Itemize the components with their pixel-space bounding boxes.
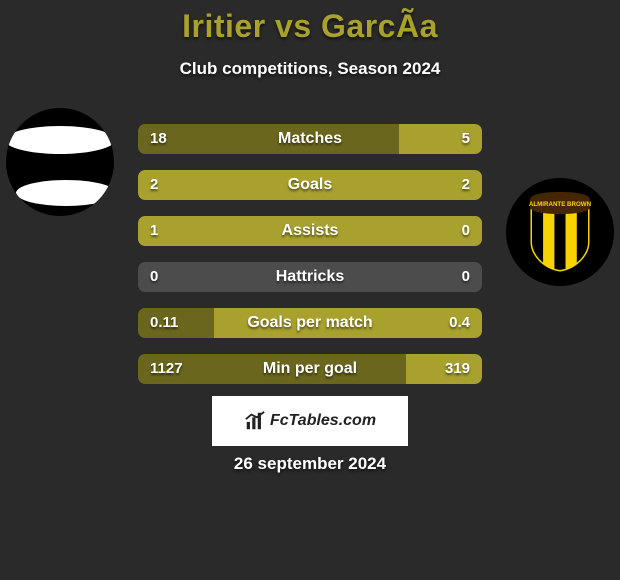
stat-row: 10Assists	[138, 216, 482, 246]
stat-row: 1127319Min per goal	[138, 354, 482, 384]
stat-label: Assists	[138, 216, 482, 246]
stat-row: 0.110.4Goals per match	[138, 308, 482, 338]
watermark-text: FcTables.com	[270, 412, 376, 430]
stat-row: 185Matches	[138, 124, 482, 154]
svg-text:ALMIRANTE BROWN: ALMIRANTE BROWN	[529, 201, 592, 208]
chart-icon	[244, 410, 266, 432]
stat-row: 22Goals	[138, 170, 482, 200]
page-title: Iritier vs GarcÃ­a	[0, 8, 620, 45]
placeholder-shape	[16, 180, 114, 206]
club-badge-icon: ALMIRANTE BROWN	[528, 192, 592, 272]
stat-label: Matches	[138, 124, 482, 154]
watermark: FcTables.com	[212, 396, 408, 446]
infographic-card: Iritier vs GarcÃ­a Club competitions, Se…	[0, 0, 620, 580]
player-left-avatar	[6, 108, 114, 216]
date-text: 26 september 2024	[0, 454, 620, 474]
player-right-avatar: ALMIRANTE BROWN	[506, 178, 614, 286]
stat-row: 00Hattricks	[138, 262, 482, 292]
placeholder-shape	[6, 126, 114, 154]
stats-panel: 185Matches 22Goals 10Assists 00Hattricks 0.1…	[138, 124, 482, 400]
stat-label: Goals	[138, 170, 482, 200]
stat-label: Hattricks	[138, 262, 482, 292]
page-subtitle: Club competitions, Season 2024	[0, 59, 620, 79]
stat-label: Min per goal	[138, 354, 482, 384]
stat-label: Goals per match	[138, 308, 482, 338]
